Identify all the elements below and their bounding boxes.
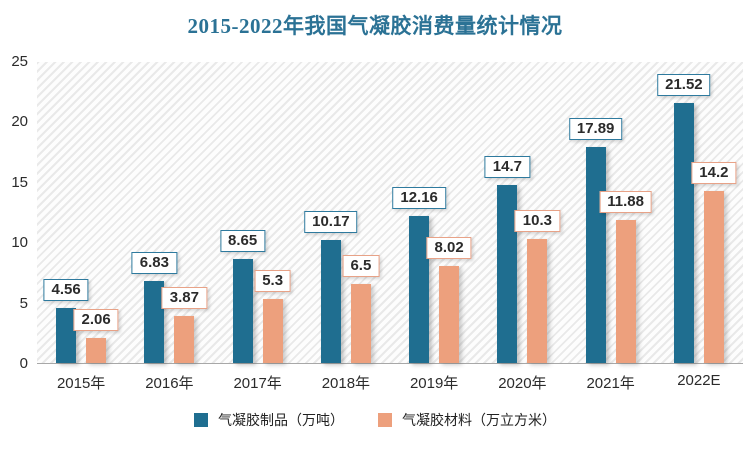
y-axis-tick-label: 5 — [19, 294, 28, 312]
bar-series1: 10.17 — [304, 211, 358, 363]
bar-series2: 2.06 — [73, 309, 119, 363]
x-axis-tick-label: 2019年 — [409, 375, 459, 392]
legend: 气凝胶制品（万吨） 气凝胶材料（万立方米） — [0, 410, 750, 430]
legend-label: 气凝胶材料（万立方米） — [402, 412, 556, 428]
bar-series1: 8.65 — [220, 229, 266, 363]
legend-swatch-icon — [194, 413, 208, 427]
bar-series1: 6.83 — [131, 251, 177, 363]
x-axis-tick-label: 2021年 — [586, 375, 635, 392]
bar-group-2015年: 4.56 2.06 — [37, 62, 125, 363]
data-label-series2: 5.3 — [254, 269, 292, 292]
data-label-series1: 14.7 — [484, 156, 530, 179]
bar-series1: 4.56 — [43, 278, 89, 363]
bar-series1: 12.16 — [392, 187, 446, 363]
bar-group-2022E: 21.52 14.2 — [655, 62, 743, 363]
data-label-series2: 3.87 — [161, 287, 207, 310]
bar-group-2017年: 8.65 5.3 — [214, 62, 302, 363]
x-axis-tick-label: 2015年 — [56, 375, 106, 392]
bar-group-2016年: 6.83 3.87 — [125, 62, 213, 363]
bar-group-2019年: 12.16 8.02 — [390, 62, 478, 363]
x-axis: 2015年 2016年 2017年 2018年 2019年 2020年 2021年 2022E — [37, 372, 743, 393]
data-label-series1: 21.52 — [657, 74, 711, 97]
legend-label: 气凝胶制品（万吨） — [218, 412, 344, 428]
data-label-series2: 10.3 — [514, 209, 560, 232]
bar-series1: 21.52 — [657, 74, 711, 363]
bar-series2: 3.87 — [161, 287, 207, 363]
data-label-series1: 4.56 — [43, 278, 89, 301]
y-axis-tick-label: 0 — [19, 355, 28, 372]
data-label-series1: 8.65 — [220, 229, 266, 252]
bar-group-2020年: 14.7 10.3 — [478, 62, 566, 363]
data-label-series2: 8.02 — [426, 237, 472, 260]
bar-series2: 14.2 — [691, 162, 737, 363]
y-axis-tick-label: 10 — [11, 234, 28, 252]
legend-swatch-icon — [378, 413, 392, 427]
x-axis-tick-label: 2020年 — [498, 375, 547, 392]
bar-series1: 17.89 — [568, 117, 623, 363]
data-label-series2: 2.06 — [73, 309, 119, 332]
x-axis-tick-label: 2022E — [677, 372, 721, 389]
bar-series2: 8.02 — [426, 237, 472, 363]
y-axis-tick-label: 25 — [11, 53, 28, 70]
chart-title: 2015-2022年我国气凝胶消费量统计情况 — [187, 14, 563, 38]
bar-series1: 14.7 — [484, 156, 530, 363]
data-label-series1: 6.83 — [131, 251, 177, 274]
x-axis-tick-label: 2018年 — [321, 375, 371, 392]
bar-group-2018年: 10.17 6.5 — [302, 62, 390, 363]
legend-item-series2: 气凝胶材料（万立方米） — [378, 410, 556, 430]
data-label-series1: 17.89 — [568, 117, 623, 140]
bar-series2: 5.3 — [254, 269, 292, 363]
legend-item-series1: 气凝胶制品（万吨） — [194, 410, 344, 430]
bar-series2: 10.3 — [514, 209, 560, 363]
bar-series2: 6.5 — [342, 255, 380, 363]
data-label-series2: 6.5 — [342, 255, 380, 278]
x-axis-tick-label: 2016年 — [145, 375, 194, 392]
plot-area: 4.56 2.06 6.83 3.87 8.65 5.3 10.17 6.5 12.16 8.02… — [37, 62, 743, 364]
y-axis-tick-label: 15 — [11, 173, 28, 191]
data-label-series1: 12.16 — [392, 187, 446, 210]
data-label-series2: 14.2 — [691, 162, 737, 185]
data-label-series2: 11.88 — [599, 190, 652, 213]
y-axis-tick-label: 20 — [11, 113, 28, 131]
data-label-series1: 10.17 — [304, 211, 358, 234]
x-axis-tick-label: 2017年 — [233, 375, 282, 392]
bar-series2: 11.88 — [599, 190, 652, 363]
bar-group-2021年: 17.89 11.88 — [567, 62, 655, 363]
